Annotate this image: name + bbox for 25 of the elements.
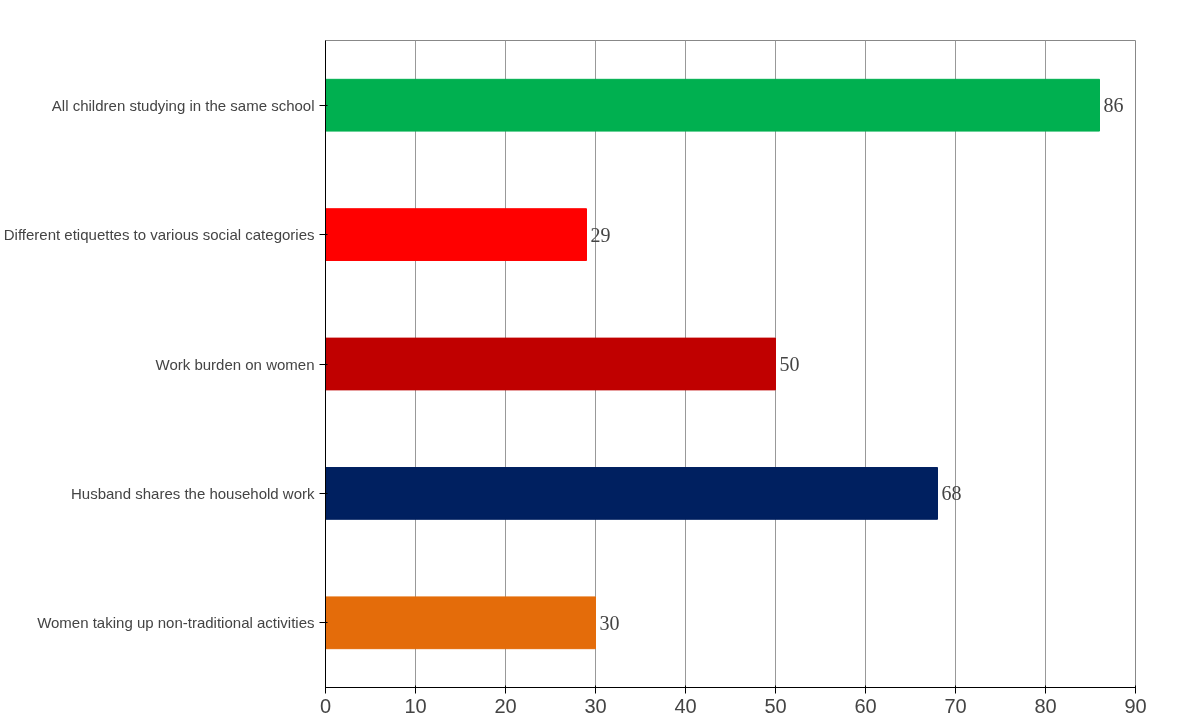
data-label: 86 [1103,94,1124,117]
data-label: 29 [590,223,611,246]
bar [325,337,776,391]
y-tick-label: Different etiquettes to various social categories [3,226,315,244]
bar [325,78,1100,132]
y-tick-label: Husband shares the household work [71,484,315,502]
bar [325,208,587,261]
y-tick-label: Work burden on women [155,355,315,373]
data-label: 30 [599,611,620,634]
y-tick-label: Women taking up non-traditional activities [37,614,315,632]
x-tick-label: 70 [944,694,967,717]
x-tick-label: 80 [1034,694,1057,717]
x-tick-label: 30 [584,694,607,717]
bar [325,596,596,650]
x-tick-label: 60 [854,694,877,717]
x-tick-label: 90 [1124,694,1147,717]
x-tick-label: 40 [674,694,697,717]
data-label: 68 [941,482,962,505]
y-tick-label: All children studying in the same school [51,96,315,114]
x-tick-label: 50 [764,694,787,717]
x-tick-label: 10 [404,694,427,717]
x-tick-label: 20 [494,694,517,717]
bar [325,467,938,520]
x-tick-label: 0 [319,694,332,717]
data-label: 50 [779,353,800,375]
